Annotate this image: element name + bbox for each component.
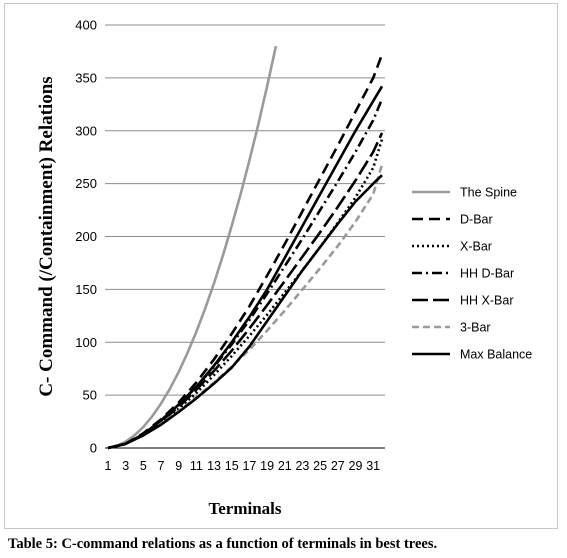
x-tick-label: 27 [331,459,345,473]
legend-item: HH D-Bar [412,267,514,281]
chart-frame: 0 50 100 150 200 250 300 350 400 1 3 5 7 9 11 13 15 17 19… [4,3,558,529]
legend-label: 3-Bar [460,321,491,335]
legend-item: D-Bar [412,213,493,227]
y-axis-label: C- Command (/Containment) Relations [36,76,57,396]
x-tick-label: 15 [225,459,239,473]
y-tick-label: 100 [75,335,97,350]
legend-label: D-Bar [460,213,493,227]
series-line-max-balance [107,174,383,450]
legend-label: X-Bar [460,240,492,254]
y-tick-label: 50 [83,388,97,403]
x-tick-label: 7 [158,459,165,473]
y-tick-label: 350 [75,70,97,85]
series-line-hh-d-bar [107,98,384,450]
series-lines [107,45,384,450]
x-tick-label: 25 [313,459,327,473]
y-tick-label: 0 [90,441,97,456]
y-tick-label: 250 [75,176,97,191]
x-tick-labels: 1 3 5 7 9 11 13 15 17 19 21 23 25 27 29 31 [105,459,381,473]
gridlines [105,24,385,396]
x-tick-label: 3 [122,459,129,473]
legend: The Spine D-Bar X-Bar HH D-Bar HH X-Bar 3-Bar… [412,186,532,362]
x-tick-label: 11 [190,459,203,473]
table-caption: Table 5: C-command relations as a functi… [8,536,438,552]
x-tick-label: 13 [207,459,221,473]
x-tick-label: 1 [105,459,112,473]
y-tick-label: 200 [75,229,97,244]
x-tick-label: 29 [349,459,363,473]
legend-label: The Spine [460,186,517,200]
x-tick-label: 21 [278,459,292,473]
x-tick-label: 31 [366,459,380,473]
series-line-3-bar [107,164,384,450]
y-tick-label: 400 [75,18,97,33]
legend-label: Max Balance [460,348,532,362]
legend-item: X-Bar [412,240,492,254]
x-tick-label: 9 [175,459,182,473]
series-line-the-spine [107,45,278,450]
legend-item: HH X-Bar [412,294,513,308]
x-tick-label: 19 [260,459,274,473]
y-tick-label: 300 [75,123,97,138]
series-line-d-bar [107,54,384,450]
y-tick-label: 150 [75,282,97,297]
legend-item: The Spine [412,186,517,200]
x-tick-label: 5 [140,459,147,473]
series-line-unlabeled [107,85,384,450]
legend-label: HH D-Bar [460,267,514,281]
legend-label: HH X-Bar [460,294,513,308]
y-tick-labels: 0 50 100 150 200 250 300 350 400 [75,18,97,456]
x-axis-label: Terminals [208,499,281,518]
series-line-x-bar [107,138,384,450]
legend-item: Max Balance [412,348,532,362]
legend-item: 3-Bar [412,321,491,335]
x-tick-label: 23 [295,459,309,473]
x-tick-label: 17 [242,459,256,473]
